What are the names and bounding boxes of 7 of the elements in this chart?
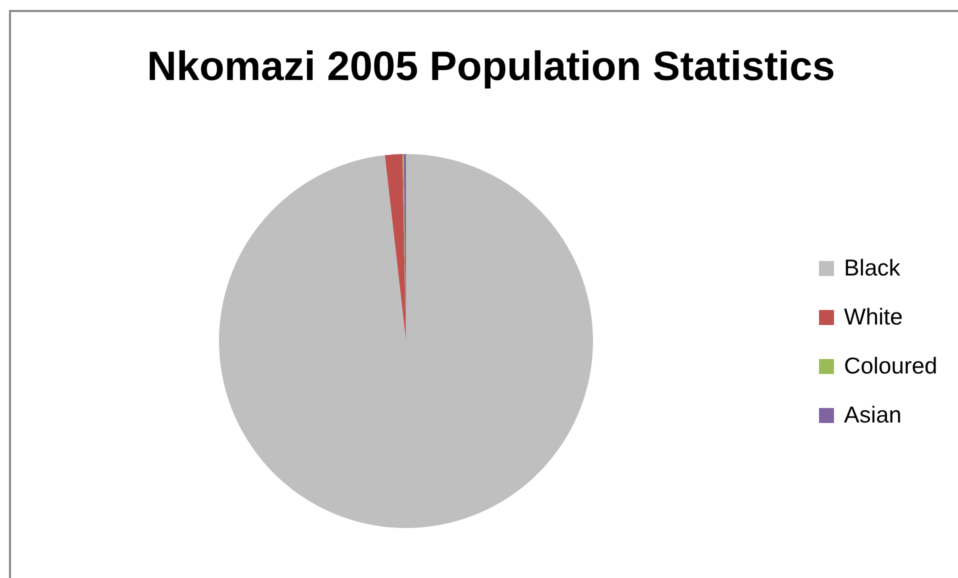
legend-label: White — [844, 304, 903, 330]
legend-label: Black — [844, 254, 901, 280]
pie-slice — [384, 154, 406, 341]
pie-slice — [219, 154, 593, 528]
legend-label: Coloured — [844, 352, 938, 378]
legend-label: Asian — [844, 402, 902, 428]
chart-title: Nkomazi 2005 Population Statistics — [146, 43, 836, 89]
